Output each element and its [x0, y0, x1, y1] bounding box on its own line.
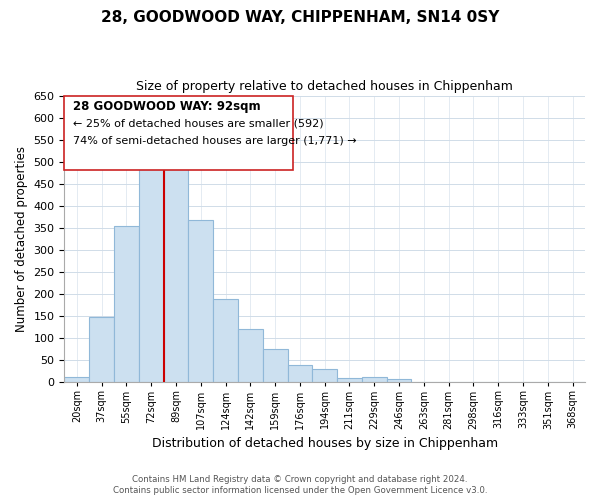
Bar [64, 377, 89, 382]
Bar [238, 330, 263, 382]
Bar [362, 376, 386, 382]
X-axis label: Distribution of detached houses by size in Chippenham: Distribution of detached houses by size … [152, 437, 498, 450]
Bar [164, 162, 188, 382]
Y-axis label: Number of detached properties: Number of detached properties [15, 146, 28, 332]
Bar [337, 378, 362, 382]
Bar [114, 226, 139, 382]
Bar [386, 380, 412, 382]
Bar [188, 220, 213, 382]
Bar [139, 148, 164, 382]
Bar [313, 369, 337, 382]
Bar [213, 300, 238, 382]
Title: Size of property relative to detached houses in Chippenham: Size of property relative to detached ho… [136, 80, 513, 93]
Text: 74% of semi-detached houses are larger (1,771) →: 74% of semi-detached houses are larger (… [73, 136, 357, 145]
Bar [89, 317, 114, 382]
Text: Contains public sector information licensed under the Open Government Licence v3: Contains public sector information licen… [113, 486, 487, 495]
Text: ← 25% of detached houses are smaller (592): ← 25% of detached houses are smaller (59… [73, 118, 324, 128]
Bar [287, 364, 313, 382]
Text: 28 GOODWOOD WAY: 92sqm: 28 GOODWOOD WAY: 92sqm [73, 100, 261, 112]
Text: 28, GOODWOOD WAY, CHIPPENHAM, SN14 0SY: 28, GOODWOOD WAY, CHIPPENHAM, SN14 0SY [101, 10, 499, 25]
Text: Contains HM Land Registry data © Crown copyright and database right 2024.: Contains HM Land Registry data © Crown c… [132, 475, 468, 484]
Bar [263, 349, 287, 382]
